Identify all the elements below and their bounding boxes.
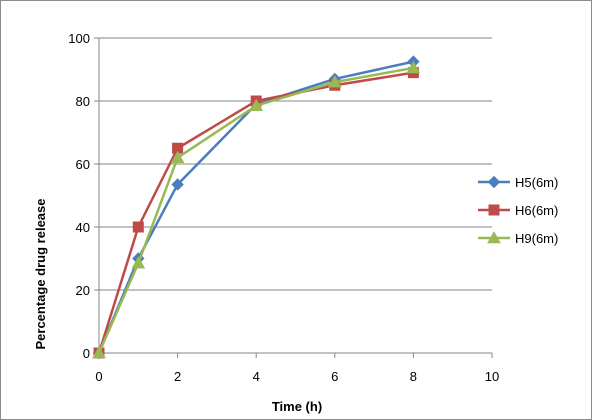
x-tick-label-3: 6 (331, 369, 338, 384)
legend-entry-0: H5(6m) (478, 175, 558, 190)
series-line-0 (97, 60, 414, 354)
data-point-2-0 (92, 345, 106, 359)
legend-marker-1 (488, 204, 500, 216)
y-axis-title: Percentage drug release (33, 198, 48, 349)
data-point-2-3 (249, 98, 264, 112)
tick-labels: 0 20 40 60 80 100 0 2 4 6 8 10 (68, 31, 499, 384)
y-tick-label-3: 60 (76, 157, 90, 172)
grid-lines (99, 37, 492, 291)
series-1 (93, 67, 419, 359)
legend-marker-2 (487, 230, 501, 244)
x-axis-title: Time (h) (272, 399, 322, 414)
y-tick-label-2: 40 (76, 220, 90, 235)
legend-label-1: H6(6m) (515, 203, 558, 218)
x-tick-label-2: 4 (253, 369, 260, 384)
legend-entry-1: H6(6m) (478, 203, 558, 218)
data-point-1-1 (132, 221, 144, 233)
data-point-2-5 (406, 60, 421, 74)
data-point-2-4 (327, 75, 342, 88)
series-line-1 (97, 71, 414, 354)
data-point-2-1 (131, 256, 146, 269)
x-tick-label-5: 10 (485, 369, 499, 384)
data-point-0-2 (171, 178, 184, 191)
series-lines (92, 55, 421, 360)
series-line-2 (97, 66, 414, 354)
legend-label-2: H9(6m) (515, 231, 558, 246)
y-tick-label-0: 0 (83, 346, 90, 361)
legend-entry-2: H9(6m) (478, 230, 558, 246)
y-tick-label-1: 20 (76, 283, 90, 298)
x-tick-label-4: 8 (410, 369, 417, 384)
legend-label-0: H5(6m) (515, 175, 558, 190)
y-tick-label-4: 80 (76, 94, 90, 109)
series-2 (92, 60, 421, 359)
x-tick-label-0: 0 (95, 369, 102, 384)
legend: H5(6m) H6(6m) H9(6m) (478, 175, 558, 246)
data-point-2-2 (170, 150, 185, 163)
legend-marker-0 (487, 175, 501, 189)
x-tick-label-1: 2 (174, 369, 181, 384)
y-tick-label-5: 100 (68, 31, 90, 46)
